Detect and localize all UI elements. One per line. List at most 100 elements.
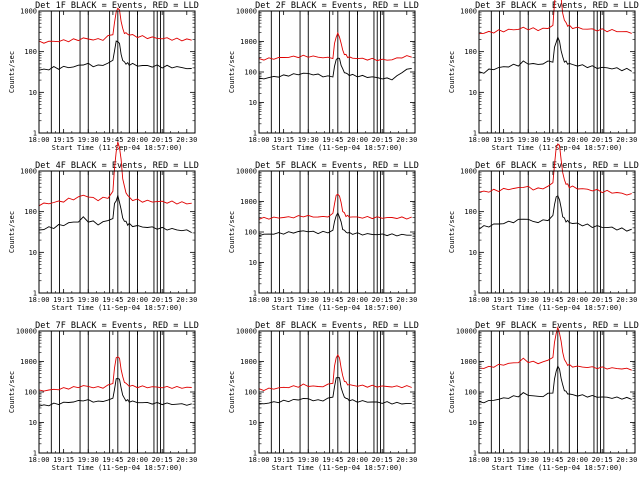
x-tick-label: 20:00 xyxy=(567,456,588,464)
x-tick-label: 19:45 xyxy=(542,296,563,304)
x-tick-label: 19:30 xyxy=(78,456,99,464)
lld-series-line xyxy=(478,325,632,371)
y-axis-label: Counts/sec xyxy=(8,211,16,253)
lld-series-line xyxy=(38,356,192,392)
x-tick-label: 19:15 xyxy=(53,456,74,464)
y-tick-label: 1000 xyxy=(20,358,37,366)
plot-frame xyxy=(478,10,636,134)
x-tick-label: 20:00 xyxy=(127,296,148,304)
detector-panel-2: Det 2F BLACK = Events, RED = LLD 1 10 100 10… xyxy=(228,1,419,152)
y-tick-label: 1000 xyxy=(20,8,37,16)
x-tick-label: 19:30 xyxy=(298,456,319,464)
x-tick-label: 19:45 xyxy=(102,136,123,144)
x-tick-label: 19:45 xyxy=(102,296,123,304)
events-series-line xyxy=(258,211,412,237)
x-tick-label: 20:15 xyxy=(592,296,613,304)
x-axis-label: Start Time (11-Sep-04 18:57:00) xyxy=(52,304,183,312)
y-tick-label: 100 xyxy=(24,48,37,56)
x-tick-label: 19:30 xyxy=(298,136,319,144)
x-tick-label: 19:45 xyxy=(322,136,343,144)
events-series-line xyxy=(38,193,192,233)
y-tick-label: 100 xyxy=(244,389,257,397)
plot-frame xyxy=(478,330,636,454)
y-tick-label: 10 xyxy=(29,89,37,97)
y-tick-label: 1 xyxy=(33,130,37,138)
plot-frame xyxy=(258,330,416,454)
plot-frame xyxy=(478,170,636,294)
x-tick-label: 20:30 xyxy=(176,456,197,464)
y-tick-label: 1000 xyxy=(20,168,37,176)
x-tick-label: 19:30 xyxy=(78,296,99,304)
lld-series-line xyxy=(258,353,412,391)
detector-panel-6: Det 6F BLACK = Events, RED = LLD 1 10 100 10… xyxy=(448,143,639,312)
y-tick-label: 1 xyxy=(473,290,477,298)
y-tick-label: 1 xyxy=(473,130,477,138)
x-tick-label: 18:00 xyxy=(28,456,49,464)
y-tick-label: 1000 xyxy=(460,8,477,16)
y-tick-label: 10 xyxy=(249,99,257,107)
y-tick-label: 1 xyxy=(33,450,37,458)
detector-panel-8: Det 8F BLACK = Events, RED = LLD 1 10 100 10… xyxy=(228,321,419,472)
y-axis-label: Counts/sec xyxy=(448,51,456,93)
x-tick-label: 19:15 xyxy=(273,136,294,144)
x-tick-label: 19:15 xyxy=(53,296,74,304)
x-tick-label: 20:30 xyxy=(176,296,197,304)
x-axis-label: Start Time (11-Sep-04 18:57:00) xyxy=(272,464,403,472)
panel-title: Det 8F BLACK = Events, RED = LLD xyxy=(255,321,419,331)
plot-frame xyxy=(258,10,416,134)
x-axis-label: Start Time (11-Sep-04 18:57:00) xyxy=(272,144,403,152)
x-tick-label: 20:15 xyxy=(372,296,393,304)
panel-title: Det 9F BLACK = Events, RED = LLD xyxy=(475,321,639,331)
x-tick-label: 20:30 xyxy=(616,136,637,144)
events-series-line xyxy=(478,195,632,232)
x-tick-label: 20:00 xyxy=(567,296,588,304)
x-tick-label: 18:00 xyxy=(468,456,489,464)
panel-title: Det 7F BLACK = Events, RED = LLD xyxy=(35,321,199,331)
y-tick-label: 100 xyxy=(24,208,37,216)
x-tick-label: 20:30 xyxy=(396,136,417,144)
lld-series-line xyxy=(38,141,192,207)
x-tick-label: 18:00 xyxy=(28,136,49,144)
x-tick-label: 19:15 xyxy=(273,296,294,304)
y-tick-label: 1000 xyxy=(240,38,257,46)
detector-panel-1: Det 1F BLACK = Events, RED = LLD 1 10 100 10… xyxy=(8,1,199,152)
lld-series-line xyxy=(258,193,412,220)
y-tick-label: 1 xyxy=(473,450,477,458)
x-tick-label: 20:00 xyxy=(567,136,588,144)
detector-panel-3: Det 3F BLACK = Events, RED = LLD 1 10 100 10… xyxy=(448,0,639,152)
x-tick-label: 20:30 xyxy=(616,456,637,464)
x-tick-label: 18:00 xyxy=(468,136,489,144)
x-tick-label: 20:15 xyxy=(372,136,393,144)
x-tick-label: 19:15 xyxy=(493,456,514,464)
detector-panel-7: Det 7F BLACK = Events, RED = LLD 1 10 100 10… xyxy=(8,321,199,472)
x-tick-label: 20:00 xyxy=(127,136,148,144)
plot-frame xyxy=(258,170,416,294)
lld-series-line xyxy=(258,31,412,62)
y-tick-label: 100 xyxy=(244,229,257,237)
y-tick-label: 10 xyxy=(29,249,37,257)
y-axis-label: Counts/sec xyxy=(228,51,236,93)
detector-panel-5: Det 5F BLACK = Events, RED = LLD 1 10 100 10… xyxy=(228,161,419,312)
y-axis-label: Counts/sec xyxy=(448,371,456,413)
plot-frame xyxy=(38,170,196,294)
x-tick-label: 20:00 xyxy=(127,456,148,464)
x-tick-label: 19:15 xyxy=(493,136,514,144)
detector-panel-4: Det 4F BLACK = Events, RED = LLD 1 10 100 10… xyxy=(8,141,199,312)
x-tick-label: 20:30 xyxy=(176,136,197,144)
y-tick-label: 10000 xyxy=(236,328,257,336)
lld-series-line xyxy=(478,143,632,196)
y-tick-label: 1000 xyxy=(460,168,477,176)
events-series-line xyxy=(258,377,412,405)
x-tick-label: 19:45 xyxy=(102,456,123,464)
y-tick-label: 100 xyxy=(464,48,477,56)
x-tick-label: 19:45 xyxy=(322,456,343,464)
x-tick-label: 18:00 xyxy=(248,136,269,144)
y-tick-label: 100 xyxy=(24,389,37,397)
y-axis-label: Counts/sec xyxy=(448,211,456,253)
y-tick-label: 1 xyxy=(253,450,257,458)
x-tick-label: 19:45 xyxy=(542,136,563,144)
lld-series-line xyxy=(38,7,192,44)
x-axis-label: Start Time (11-Sep-04 18:57:00) xyxy=(52,464,183,472)
y-tick-label: 10 xyxy=(469,89,477,97)
